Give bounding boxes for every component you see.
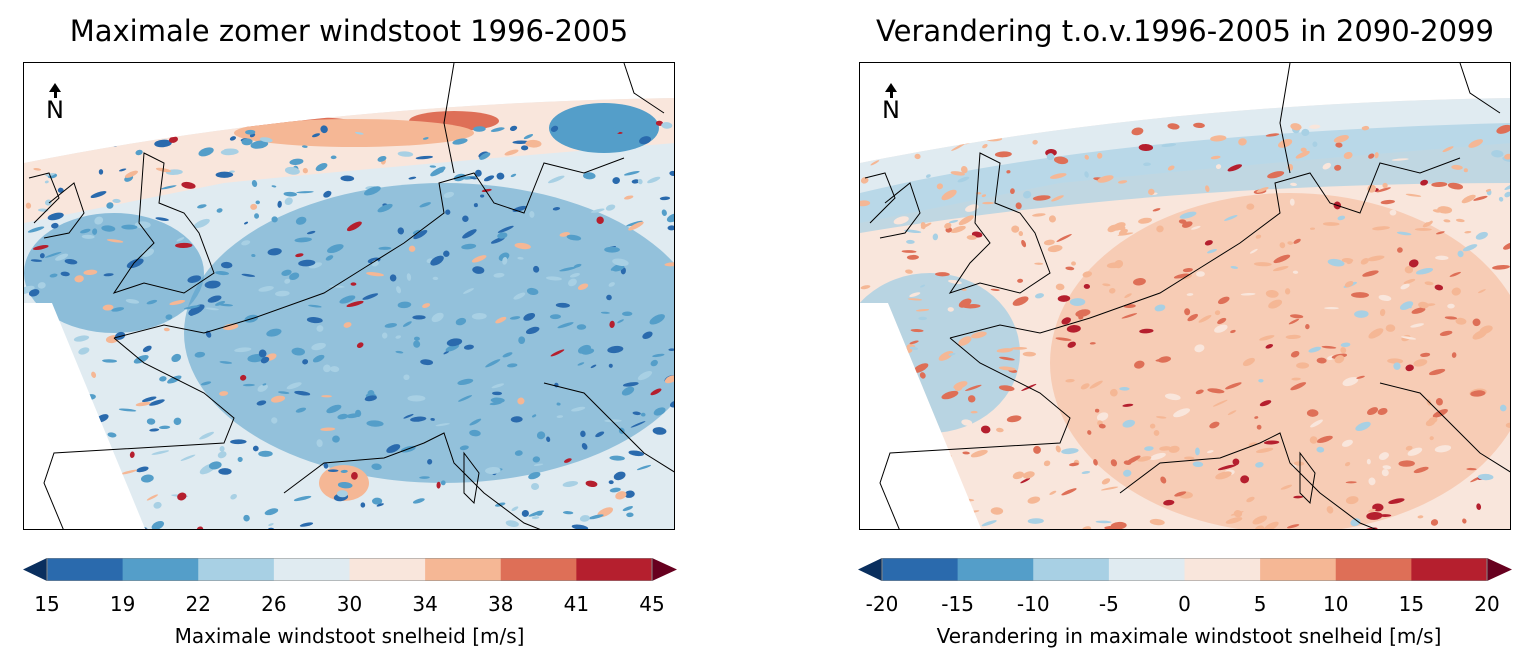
right-map-title: Verandering t.o.v.1996-2005 in 2090-2099 [876, 14, 1494, 48]
left-colorbar-label: Maximale windstoot snelheid [m/s] [174, 624, 525, 648]
colorbar-tick-label: 15 [1398, 592, 1425, 616]
colorbar-segment [1033, 558, 1110, 581]
coastline [1279, 63, 1291, 174]
colorbar-tick-label: -5 [1098, 592, 1119, 616]
colorbar-tick-label: 41 [563, 592, 590, 616]
right-map-field [860, 63, 1510, 529]
colorbar-tick-label: 20 [1474, 592, 1500, 616]
colorbar-segment [47, 558, 124, 581]
colorbar-extend-low [23, 558, 47, 581]
coastline [28, 172, 60, 224]
colorbar-tick-label: -15 [941, 592, 974, 616]
coastline [949, 157, 1461, 339]
left-map-title: Maximale zomer windstoot 1996-2005 [69, 14, 629, 48]
colorbar-tick-label: -20 [865, 592, 899, 616]
coastline [1119, 432, 1377, 529]
coastline [879, 337, 1071, 529]
coastline [43, 182, 85, 239]
left-map-field [24, 63, 674, 529]
colorbar-tick-label: 30 [336, 592, 363, 616]
colorbar-segment [500, 558, 577, 581]
coastline [623, 63, 665, 114]
right-map-change: N [859, 62, 1511, 530]
colorbar-extend-high [1487, 558, 1512, 581]
coastline [1459, 63, 1501, 114]
coastline [443, 63, 455, 174]
colorbar-tick-label: 45 [639, 592, 665, 616]
colorbar-tick-label: 38 [488, 592, 514, 616]
colorbar-tick-label: 0 [1178, 592, 1191, 616]
north-label: N [46, 96, 64, 124]
right-colorbar [858, 558, 1512, 581]
colorbar-segment [1260, 558, 1337, 581]
coastline [948, 152, 1051, 294]
colorbar-tick-label: 22 [185, 592, 211, 616]
north-arrow-icon: N [880, 83, 902, 122]
north-arrow-icon: N [44, 83, 66, 122]
coastline [1299, 451, 1316, 505]
colorbar-segment [198, 558, 275, 581]
left-colorbar [23, 558, 677, 581]
coastline [463, 451, 480, 505]
colorbar-segment [1184, 558, 1261, 581]
colorbar-segment [576, 558, 653, 581]
coastline [112, 152, 215, 294]
colorbar-segment [1411, 558, 1488, 581]
colorbar-tick-label: 19 [109, 592, 136, 616]
colorbar-segment [1108, 558, 1185, 581]
colorbar-tick-label: 26 [261, 592, 287, 616]
colorbar-segment [349, 558, 426, 581]
colorbar-segment [882, 558, 959, 581]
right-colorbar-label: Verandering in maximale windstoot snelhe… [936, 624, 1442, 648]
colorbar-extend-low [858, 558, 882, 581]
colorbar-segment [1335, 558, 1412, 581]
colorbar-segment [122, 558, 199, 581]
colorbar-extend-high [652, 558, 677, 581]
colorbar-segment [273, 558, 350, 581]
coastline [879, 182, 921, 239]
colorbar-tick-label: 10 [1323, 592, 1349, 616]
north-label: N [882, 96, 900, 124]
coastline [1379, 382, 1510, 473]
colorbar-tick-label: 5 [1253, 592, 1267, 616]
coastline [864, 172, 896, 224]
colorbar-segment [957, 558, 1034, 581]
coastline [113, 157, 625, 339]
left-map-wind-gust: N [23, 62, 675, 530]
coastline [43, 337, 235, 529]
coastline [543, 382, 674, 473]
coastline [283, 432, 541, 529]
colorbar-segment [425, 558, 502, 581]
colorbar-tick-label: 15 [34, 592, 60, 616]
colorbar-tick-label: -10 [1016, 592, 1050, 616]
colorbar-tick-label: 34 [412, 592, 438, 616]
